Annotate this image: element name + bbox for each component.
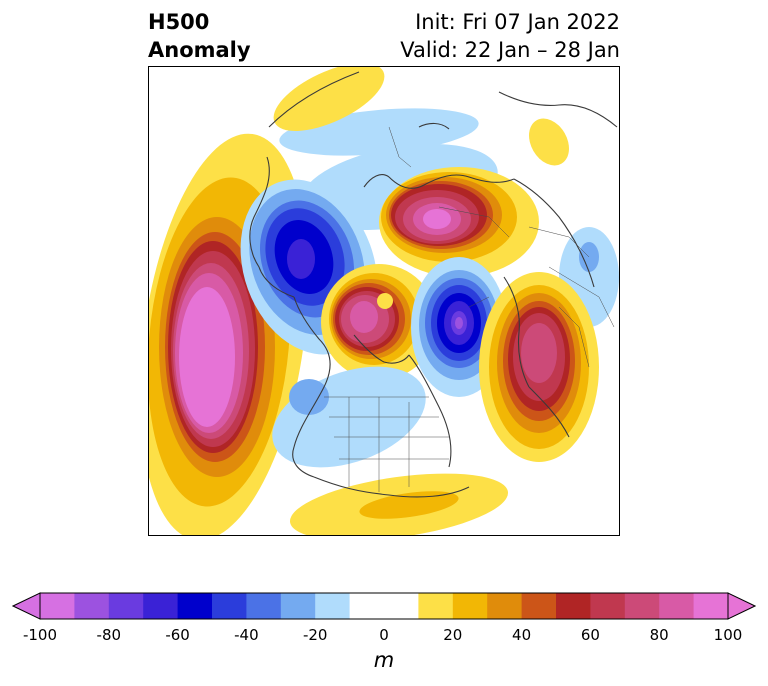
colorbar-segment: [624, 593, 660, 619]
colorbar-segment: [521, 593, 557, 619]
anomaly-east-siberia-positive: [379, 167, 539, 277]
colorbar-segment: [315, 593, 351, 619]
valid-dates: Valid: 22 Jan – 28 Jan: [400, 38, 620, 62]
colorbar-tick-label: -80: [96, 626, 122, 644]
colorbar-segment: [418, 593, 454, 619]
colorbar-extend-high: [727, 592, 756, 620]
colorbar-segment: [108, 593, 144, 619]
colorbar-units-label: m: [373, 648, 395, 672]
colorbar-segment: [693, 593, 729, 619]
colorbar-tick-label: 100: [713, 626, 743, 644]
colorbar-segment: [659, 593, 695, 619]
colorbar-tick-label: -40: [234, 626, 259, 644]
colorbar-segment: [177, 593, 213, 619]
colorbar-tick-label: 60: [580, 626, 600, 644]
colorbar-tick-label: -60: [165, 626, 190, 644]
anomaly-north-pacific-positive: [149, 133, 309, 535]
colorbar-segment: [74, 593, 110, 619]
colorbar-segment: [556, 593, 591, 619]
colorbar-segment: [452, 593, 488, 619]
colorbar-segment: [590, 593, 626, 619]
colorbar-segment: [349, 593, 419, 619]
anomaly-map: [148, 66, 620, 536]
coastlines: [249, 71, 618, 498]
anomaly-map-svg: [149, 67, 619, 535]
anomaly-europe-positive: [479, 272, 599, 462]
colorbar-segment: [487, 593, 523, 619]
colorbar-extend-low: [12, 592, 41, 620]
colorbar-tick-label: 80: [649, 626, 669, 644]
colorbar-segment: [40, 593, 75, 619]
anomaly-contours: [149, 67, 619, 535]
colorbar-outline: [39, 592, 729, 620]
anomaly-canada-positive: [321, 264, 437, 380]
map-dates: Init: Fri 07 Jan 2022 Valid: 22 Jan – 28…: [400, 8, 620, 64]
title-type: Anomaly: [148, 38, 251, 62]
colorbar: [12, 592, 756, 620]
colorbar-tick-label: 20: [443, 626, 463, 644]
map-title: H500 Anomaly: [148, 8, 251, 64]
colorbar-tick-label: -100: [22, 626, 58, 644]
colorbar-segment: [246, 593, 282, 619]
colorbar-segment: [212, 593, 247, 619]
init-date: Init: Fri 07 Jan 2022: [415, 10, 620, 34]
colorbar-segment: [280, 593, 316, 619]
colorbar-tick-label: 0: [379, 626, 389, 644]
title-variable: H500: [148, 10, 210, 34]
country-borders: [324, 126, 615, 492]
colorbar-segments: [40, 593, 729, 619]
colorbar-segment: [143, 593, 179, 619]
colorbar-tick-label: -20: [302, 626, 328, 644]
colorbar-tick-label: 40: [512, 626, 532, 644]
anomaly-southern-us-positive: [289, 473, 509, 535]
